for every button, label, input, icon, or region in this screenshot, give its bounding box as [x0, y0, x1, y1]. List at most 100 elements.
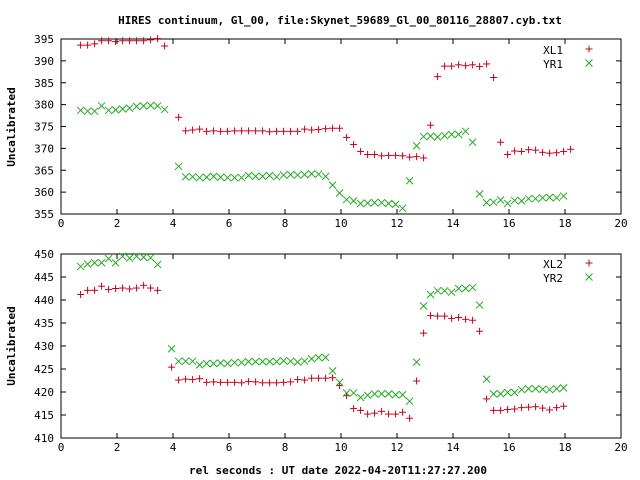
data-point-xl1	[406, 153, 414, 161]
data-point-xl1	[434, 73, 442, 81]
data-point-yr1	[335, 189, 344, 197]
data-point-xl1	[371, 151, 379, 158]
data-point-yr1	[328, 181, 337, 189]
data-point-yr2	[468, 283, 477, 292]
data-point-xl2	[364, 410, 372, 418]
data-point-yr2	[76, 262, 85, 271]
data-point-yr1	[132, 102, 141, 111]
data-point-yr2	[426, 290, 435, 299]
data-point-xl2	[105, 285, 113, 293]
data-point-yr1	[545, 193, 554, 202]
top-x-tick-label: 10	[334, 217, 347, 230]
data-point-xl1	[126, 37, 134, 45]
bottom-x-tick-label: 10	[334, 441, 347, 454]
data-point-xl2	[399, 408, 407, 416]
x-axis-label: rel seconds : UT date 2022-04-20T11:27:2…	[189, 464, 487, 477]
bottom-x-tick-label: 12	[390, 441, 403, 454]
data-point-yr2	[307, 355, 316, 363]
data-point-yr2	[321, 353, 330, 362]
data-point-xl1	[490, 74, 498, 81]
data-point-yr1	[174, 162, 183, 171]
data-point-yr2	[202, 359, 211, 368]
data-point-xl1	[329, 124, 337, 132]
data-point-yr2	[356, 393, 365, 402]
data-point-xl2	[315, 374, 323, 382]
legend-marker-xl1	[585, 45, 593, 53]
data-point-yr1	[398, 204, 407, 213]
data-point-yr1	[447, 130, 456, 139]
legend-symbol-yr1	[585, 59, 593, 67]
top-plot-frame	[60, 38, 622, 215]
data-point-xl2	[168, 363, 176, 371]
bottom-x-tick-label: 8	[282, 441, 289, 454]
data-point-xl2	[511, 405, 519, 413]
data-point-yr2	[104, 254, 113, 263]
data-point-xl2	[455, 313, 463, 321]
bottom-y-tick-label: 445	[34, 271, 54, 284]
data-point-xl1	[553, 149, 561, 157]
data-point-xl2	[357, 406, 365, 414]
data-point-xl1	[203, 127, 211, 135]
data-point-yr1	[216, 173, 225, 182]
data-point-xl2	[329, 374, 337, 382]
data-point-yr1	[482, 198, 491, 207]
data-point-yr2	[377, 389, 386, 398]
data-point-yr2	[272, 357, 281, 366]
data-point-yr1	[489, 198, 498, 207]
data-point-yr1	[251, 172, 260, 181]
data-point-xl2	[518, 404, 526, 412]
data-point-yr2	[90, 258, 99, 267]
data-point-yr2	[293, 358, 302, 366]
data-point-xl2	[378, 407, 386, 415]
top-x-tick-label: 8	[282, 217, 289, 230]
data-point-yr1	[223, 173, 232, 182]
top-x-tick-label: 20	[614, 217, 627, 230]
data-point-yr1	[293, 171, 302, 179]
bottom-plot-frame	[60, 253, 622, 439]
data-point-xl2	[385, 410, 393, 418]
top-y-tick-label: 375	[34, 121, 54, 134]
top-y-tick-label: 380	[34, 99, 54, 112]
data-point-xl2	[294, 376, 302, 384]
legend-marker-yr2	[585, 273, 593, 281]
data-point-xl1	[385, 151, 393, 159]
data-point-xl1	[441, 62, 449, 70]
data-point-xl1	[301, 125, 309, 133]
data-point-xl2	[532, 403, 540, 411]
data-point-xl2	[560, 402, 568, 410]
data-point-xl2	[238, 379, 246, 387]
data-point-yr2	[132, 252, 141, 261]
data-point-yr1	[209, 172, 218, 181]
data-point-yr2	[489, 389, 498, 398]
top-legend: XL1 YR1	[543, 44, 593, 71]
data-point-yr2	[328, 366, 337, 375]
data-point-xl1	[308, 126, 316, 134]
data-point-xl2	[308, 374, 316, 382]
data-point-yr1	[440, 131, 449, 140]
data-point-xl2	[301, 376, 309, 384]
data-point-xl1	[539, 148, 547, 156]
data-point-yr1	[265, 171, 274, 180]
data-point-xl1	[161, 42, 169, 50]
data-point-xl2	[266, 379, 274, 387]
data-point-xl1	[427, 121, 435, 129]
data-point-xl2	[413, 377, 421, 385]
data-point-yr2	[146, 253, 155, 262]
top-x-tick-label: 6	[226, 217, 233, 230]
data-point-xl2	[252, 378, 260, 386]
data-point-yr1	[426, 132, 435, 140]
data-point-xl2	[441, 312, 449, 320]
data-point-xl1	[175, 113, 183, 121]
data-point-yr2	[209, 359, 218, 368]
top-y-tick-label: 395	[34, 33, 54, 46]
bottom-axis-ticks: 0 2 4 6 8 10 12 14 16 18 20 410 415 420 425 430 435 440 44…	[34, 248, 628, 454]
data-point-xl1	[189, 126, 197, 134]
data-point-xl2	[287, 378, 295, 386]
data-point-yr2	[188, 357, 197, 366]
data-point-yr2	[517, 385, 526, 394]
data-point-yr1	[244, 171, 253, 180]
data-point-yr2	[412, 358, 421, 366]
data-point-yr2	[195, 361, 204, 369]
data-point-yr2	[349, 389, 358, 397]
data-point-xl1	[420, 154, 428, 162]
